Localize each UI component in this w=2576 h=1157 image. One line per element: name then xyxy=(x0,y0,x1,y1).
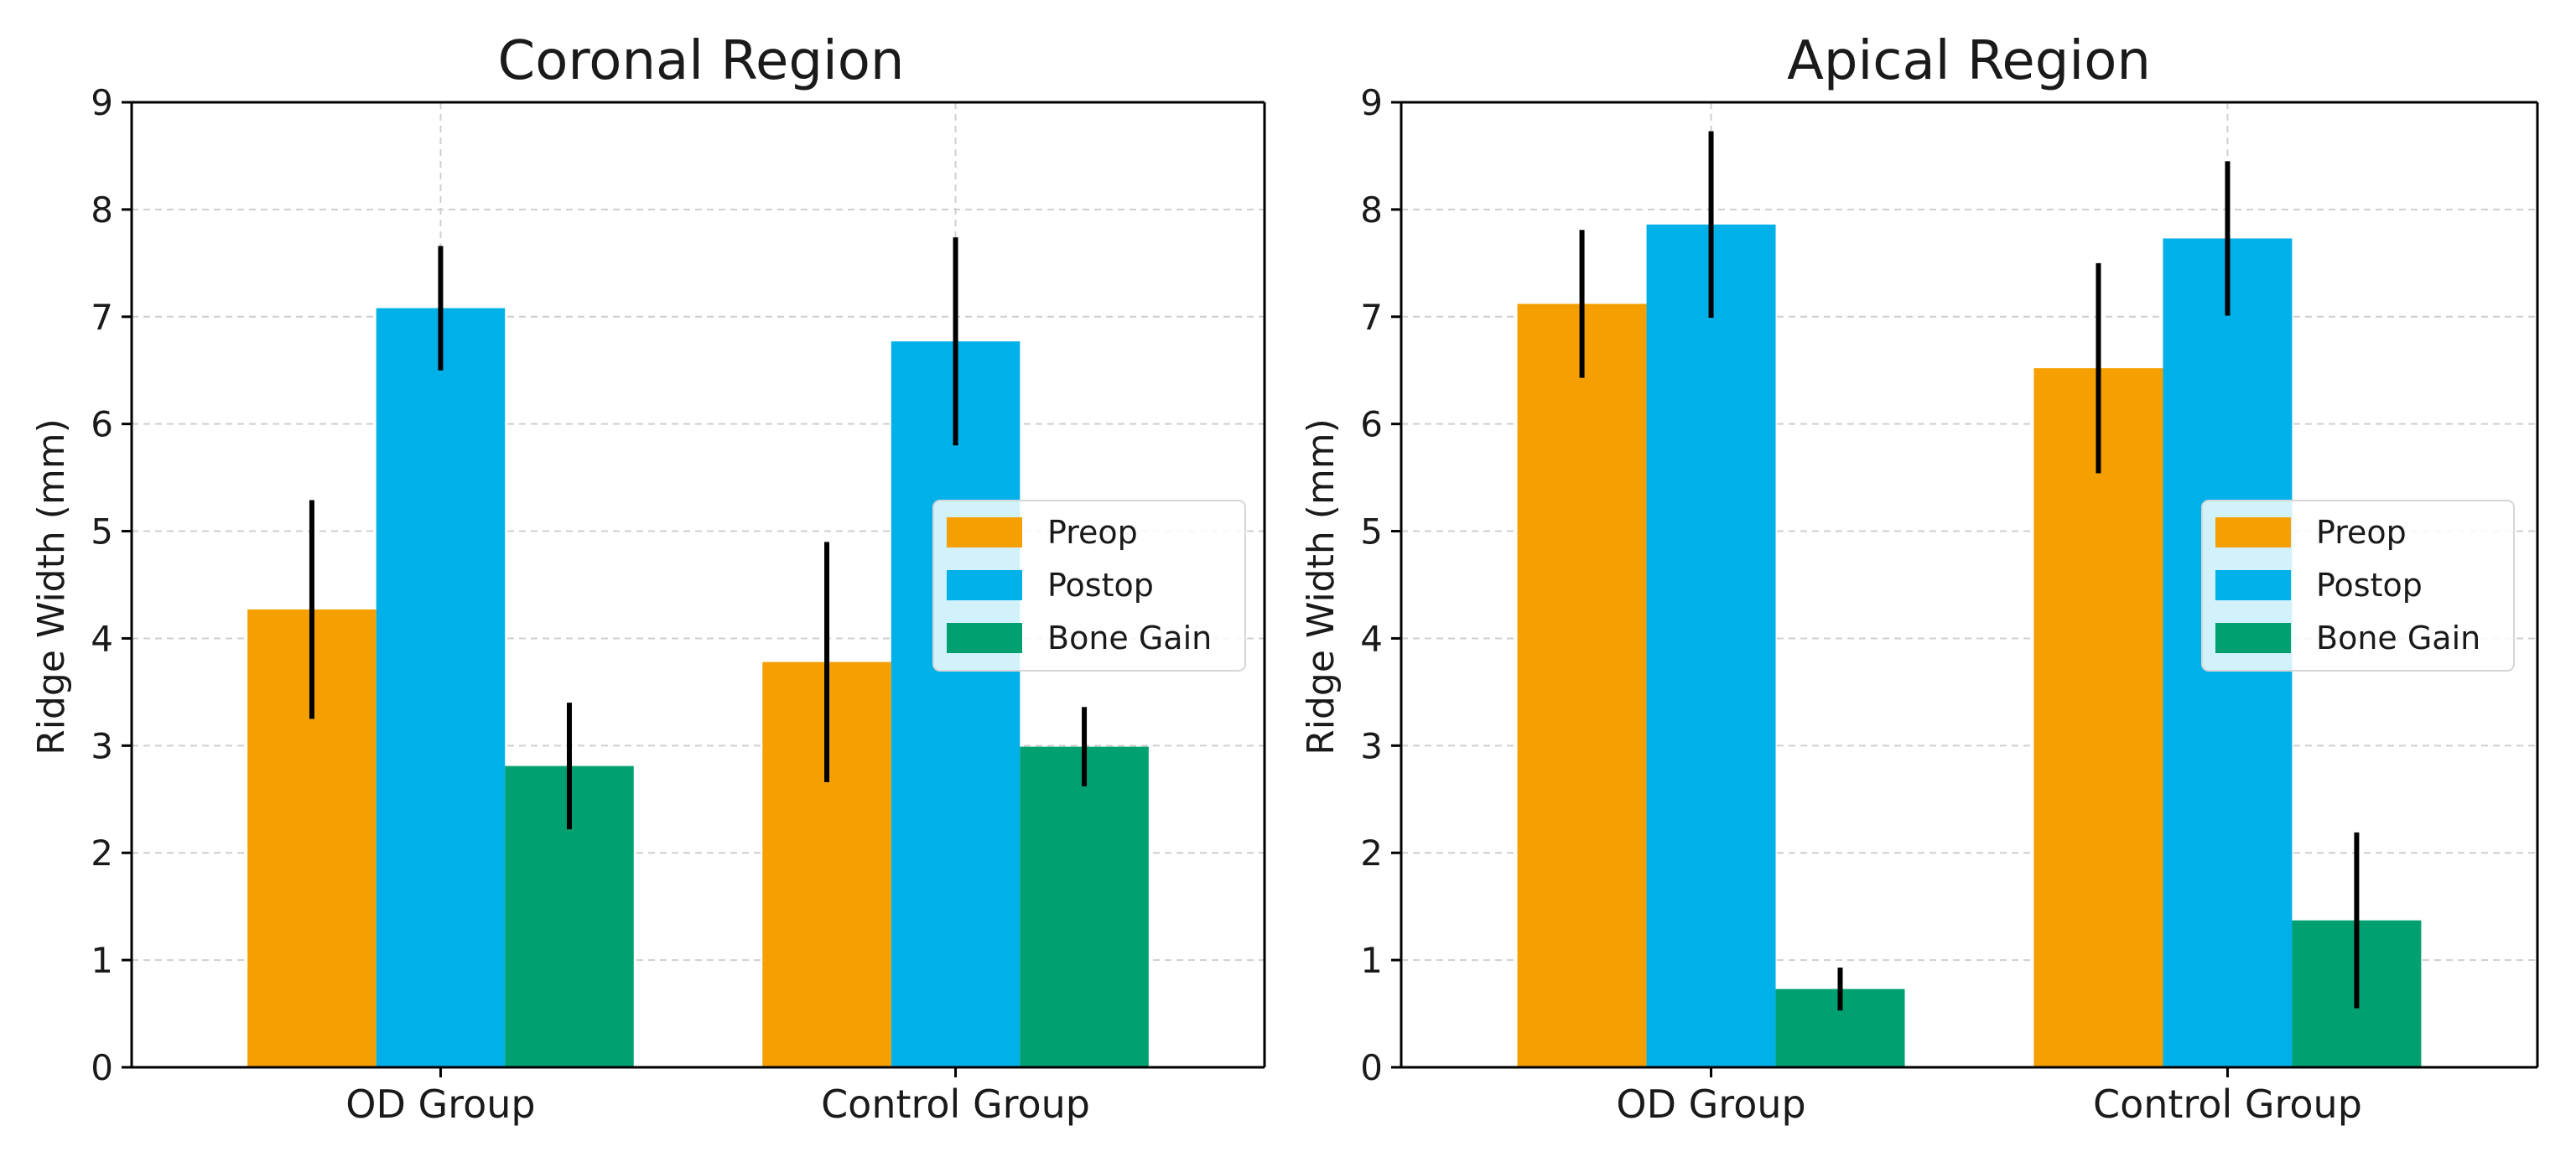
y-ticks: 0 1 2 3 4 5 6 7 8 9 xyxy=(91,82,132,1088)
bars xyxy=(1517,224,2422,1068)
apical-chart: Apical Region Ridge Width (mm) 0 1 2 3 4 5 6 7 8… xyxy=(1300,30,2539,1127)
bar-postop xyxy=(1646,224,1776,1067)
legend-swatch xyxy=(947,570,1022,600)
y-tick-label: 8 xyxy=(91,189,113,231)
axes-spines xyxy=(130,101,1266,1069)
bar-postop xyxy=(376,308,506,1068)
chart-title: Coronal Region xyxy=(498,30,905,92)
y-tick-label: 6 xyxy=(91,404,113,445)
error-bars xyxy=(309,237,1088,830)
y-tick-label: 8 xyxy=(1360,189,1383,231)
y-axis-label: Ridge Width (mm) xyxy=(1300,418,1343,755)
chart-title: Apical Region xyxy=(1787,30,2151,92)
y-tick-label: 1 xyxy=(1360,940,1383,981)
legend-label: Postop xyxy=(2316,567,2423,604)
y-tick-label: 2 xyxy=(91,833,113,874)
y-ticks: 0 1 2 3 4 5 6 7 8 9 xyxy=(1360,82,1401,1088)
legend-label: Bone Gain xyxy=(2316,620,2480,656)
legend-swatch xyxy=(947,517,1022,547)
y-tick-label: 5 xyxy=(91,511,113,553)
axes-spines xyxy=(1400,101,2539,1069)
bar-postop xyxy=(891,341,1021,1067)
y-tick-label: 9 xyxy=(1360,82,1383,123)
y-tick-label: 2 xyxy=(1360,833,1383,874)
legend-swatch xyxy=(2215,517,2291,547)
x-tick-label: OD Group xyxy=(1616,1082,1805,1127)
legend-label: Preop xyxy=(1047,514,1138,551)
y-tick-label: 4 xyxy=(91,618,113,659)
bar-preop xyxy=(1517,304,1647,1067)
x-tick-label: Control Group xyxy=(2093,1082,2362,1127)
x-ticks: OD Group Control Group xyxy=(1616,1067,2362,1127)
legend-swatch xyxy=(2215,570,2291,600)
x-tick-label: Control Group xyxy=(821,1082,1090,1127)
y-tick-label: 0 xyxy=(91,1047,113,1088)
legend-swatch xyxy=(947,623,1022,653)
legend-swatch xyxy=(2215,623,2291,653)
y-tick-label: 0 xyxy=(1360,1047,1383,1088)
bar-bone-gain xyxy=(1020,746,1149,1067)
y-tick-label: 7 xyxy=(1360,297,1383,338)
bars xyxy=(247,308,1149,1068)
y-tick-label: 7 xyxy=(91,297,113,338)
legend: Preop Postop Bone Gain xyxy=(2201,500,2515,672)
coronal-chart: Coronal Region Ridge Width (mm) 0 1 2 3 4 5 6 7… xyxy=(30,30,1266,1127)
y-tick-label: 3 xyxy=(91,725,113,766)
x-tick-label: OD Group xyxy=(345,1082,535,1127)
y-tick-label: 5 xyxy=(1360,511,1383,553)
error-bars xyxy=(1579,131,2360,1011)
y-tick-label: 9 xyxy=(91,82,113,123)
y-tick-label: 6 xyxy=(1360,404,1383,445)
bar-preop xyxy=(2033,368,2163,1068)
x-ticks: OD Group Control Group xyxy=(345,1067,1090,1127)
y-axis-label: Ridge Width (mm) xyxy=(30,418,73,755)
legend-label: Bone Gain xyxy=(1047,620,1212,656)
y-tick-label: 1 xyxy=(91,940,113,981)
legend: Preop Postop Bone Gain xyxy=(932,500,1246,672)
legend-label: Postop xyxy=(1047,567,1154,604)
legend-label: Preop xyxy=(2316,514,2407,551)
y-tick-label: 4 xyxy=(1360,618,1383,659)
y-tick-label: 3 xyxy=(1360,725,1383,766)
